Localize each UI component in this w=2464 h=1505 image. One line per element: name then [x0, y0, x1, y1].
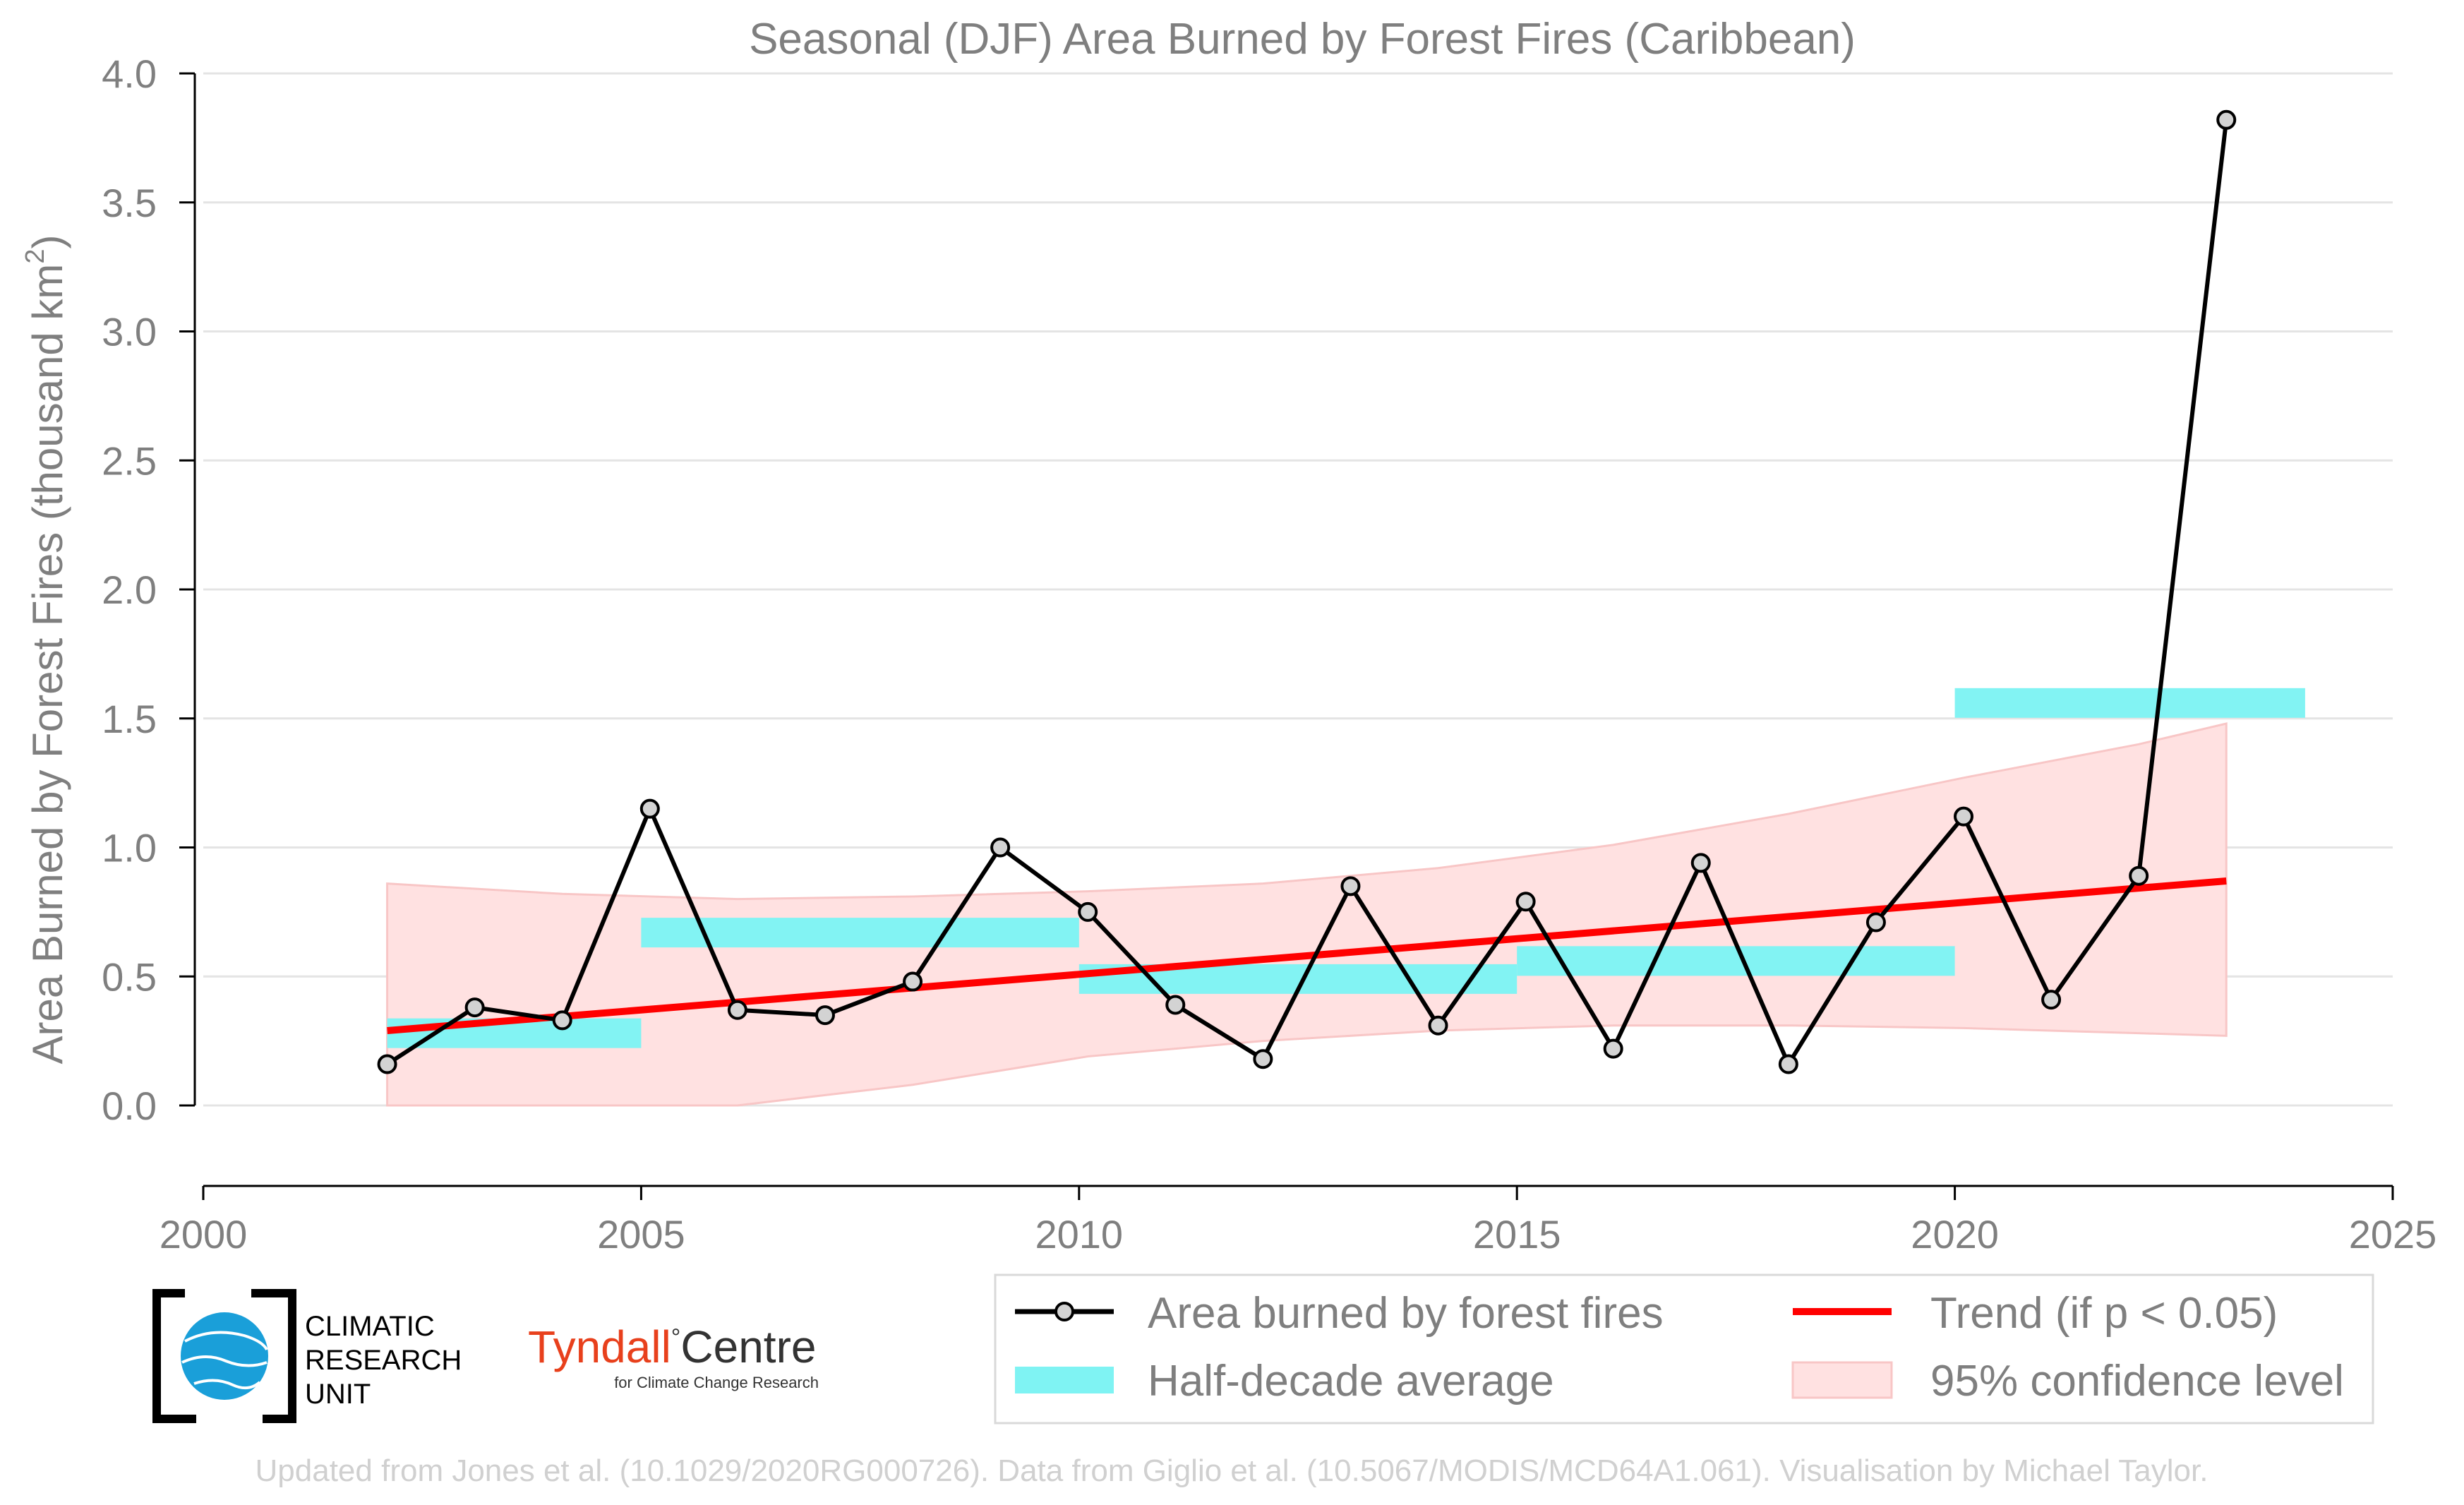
- trend-line-group: [387, 877, 2227, 1034]
- cru-logo-left-bracket: [152, 1289, 196, 1423]
- y-tick-label-1: 0.5: [102, 954, 157, 999]
- legend-label-area-burned: Area burned by forest fires: [1148, 1289, 1664, 1338]
- data-point-13: [1515, 892, 1536, 912]
- data-point-7: [990, 837, 1011, 858]
- trend-line: [387, 877, 2227, 1034]
- tyndall-name-a: Tyndall: [528, 1321, 671, 1372]
- data-point-20: [2129, 865, 2149, 886]
- legend-label-trend: Trend (if p < 0.05): [1930, 1289, 2278, 1338]
- y-tick-label-4: 2.0: [102, 568, 157, 612]
- data-point-0: [377, 1054, 397, 1074]
- data-point-17: [1865, 912, 1886, 933]
- x-tick-label-0: 2000: [160, 1212, 248, 1257]
- data-point-21: [2216, 109, 2237, 130]
- data-point-10: [1253, 1049, 1273, 1069]
- y-tick-label-5: 2.5: [102, 438, 157, 483]
- y-tick-label-3: 1.5: [102, 697, 157, 741]
- cru-logo-right-bracket: [251, 1289, 296, 1423]
- y-axis: 0.0 0.5 1.0 1.5 2.0 2.5 3.0 3.5 4.0: [102, 52, 196, 1128]
- cru-text-line-2: RESEARCH: [305, 1345, 462, 1376]
- tyndall-title: Tyndall°Centre: [528, 1321, 816, 1372]
- globe-wave-1: [184, 1331, 268, 1351]
- x-axis: 2000 2005 2010 2015 2020 2025: [160, 1185, 2437, 1257]
- credit-text: Updated from Jones et al. (10.1029/2020R…: [256, 1453, 2208, 1488]
- x-tick-label-3: 2015: [1473, 1212, 1561, 1257]
- data-point-16: [1778, 1054, 1798, 1074]
- data-point-6: [903, 971, 923, 992]
- y-tick-label-2: 1.0: [102, 826, 157, 870]
- y-axis-label-main: Area Burned by Forest Fires (thousand km: [24, 264, 71, 1065]
- legend-box: [994, 1273, 2374, 1425]
- y-tick-label-6: 3.0: [102, 310, 157, 354]
- y-tick-label-8: 4.0: [102, 52, 157, 96]
- cru-logo: CLIMATIC RESEARCH UNIT: [152, 1289, 462, 1423]
- fire-series-line: [385, 119, 2229, 1067]
- y-axis-label: Area Burned by Forest Fires (thousand km…: [20, 235, 71, 1065]
- data-point-5: [815, 1005, 835, 1026]
- tyndall-name-b: Centre: [680, 1321, 816, 1372]
- data-point-18: [1954, 806, 1974, 827]
- data-point-19: [2041, 990, 2062, 1010]
- half-decade-bar-4: [1954, 688, 2305, 718]
- legend-swatch-confidence: [1791, 1361, 1893, 1399]
- legend-swatch-half-decade: [1015, 1367, 1114, 1393]
- x-tick-label-2: 2010: [1035, 1212, 1124, 1257]
- y-axis-label-superscript: 2: [20, 249, 50, 264]
- legend: Area burned by forest fires Trend (if p …: [994, 1273, 2374, 1425]
- confidence-band-group: [386, 722, 2228, 1107]
- confidence-band: [386, 722, 2228, 1107]
- y-tick-label-0: 0.0: [102, 1084, 157, 1128]
- data-point-12: [1428, 1015, 1448, 1036]
- tyndall-degree: °: [671, 1324, 681, 1351]
- legend-label-confidence: 95% confidence level: [1930, 1357, 2344, 1405]
- x-tick-label-1: 2005: [597, 1212, 685, 1257]
- x-tick-label-4: 2020: [1911, 1212, 1999, 1257]
- fire-series-group: [377, 109, 2237, 1074]
- data-point-14: [1603, 1038, 1623, 1059]
- half-decade-bar-3: [1517, 946, 1955, 976]
- legend-swatch-marker: [1054, 1302, 1074, 1321]
- tyndall-logo: Tyndall°Centre for Climate Change Resear…: [528, 1321, 819, 1391]
- data-point-2: [552, 1010, 572, 1031]
- globe-wave-2: [181, 1355, 268, 1367]
- legend-label-half-decade: Half-decade average: [1148, 1357, 1554, 1405]
- y-axis-label-close: ): [24, 235, 71, 249]
- data-point-15: [1690, 853, 1711, 873]
- data-point-1: [464, 997, 485, 1018]
- chart-title: Seasonal (DJF) Area Burned by Forest Fir…: [749, 15, 1856, 64]
- cru-text-line-1: CLIMATIC: [305, 1311, 435, 1342]
- data-point-3: [639, 798, 660, 819]
- data-point-11: [1340, 876, 1361, 897]
- x-tick-label-5: 2025: [2349, 1212, 2437, 1257]
- data-point-4: [727, 1000, 747, 1020]
- y-tick-label-7: 3.5: [102, 181, 157, 225]
- half-decade-bar-1: [641, 918, 1079, 948]
- globe-wave-3: [193, 1379, 261, 1390]
- cru-text-line-3: UNIT: [305, 1379, 371, 1410]
- data-point-9: [1165, 995, 1186, 1015]
- tyndall-subtitle: for Climate Change Research: [614, 1374, 819, 1391]
- data-point-8: [1078, 901, 1098, 922]
